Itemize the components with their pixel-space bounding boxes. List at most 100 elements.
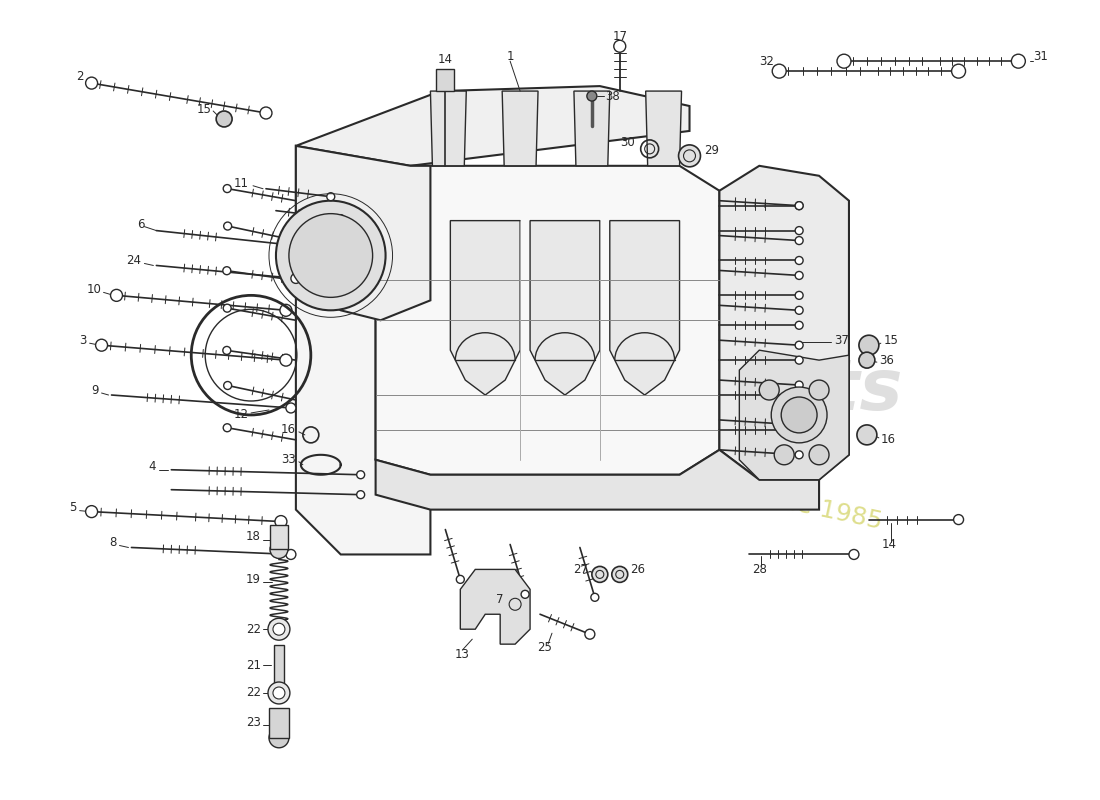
Circle shape [849, 550, 859, 559]
Text: 36: 36 [879, 354, 893, 366]
Circle shape [795, 356, 803, 364]
Circle shape [356, 490, 364, 498]
Circle shape [759, 380, 779, 400]
Text: 22: 22 [246, 622, 261, 636]
Circle shape [521, 590, 529, 598]
Circle shape [223, 304, 231, 312]
Text: 21: 21 [246, 658, 261, 671]
Polygon shape [375, 166, 719, 474]
Circle shape [337, 214, 344, 222]
Text: 22: 22 [246, 686, 261, 699]
Polygon shape [574, 91, 609, 166]
Polygon shape [430, 91, 466, 166]
Text: 28: 28 [751, 563, 767, 576]
Text: 16: 16 [280, 423, 296, 436]
Circle shape [290, 274, 301, 283]
Circle shape [286, 403, 296, 413]
Circle shape [276, 201, 386, 310]
Polygon shape [646, 91, 682, 166]
Circle shape [327, 193, 334, 201]
Text: 15: 15 [196, 102, 211, 115]
Circle shape [612, 566, 628, 582]
Polygon shape [503, 91, 538, 166]
Text: 33: 33 [282, 454, 296, 466]
Text: 17: 17 [613, 30, 627, 42]
Circle shape [614, 40, 626, 52]
Circle shape [952, 64, 966, 78]
Circle shape [795, 451, 803, 458]
Text: 6: 6 [136, 218, 144, 231]
Text: 8: 8 [109, 536, 117, 549]
Circle shape [273, 687, 285, 699]
Text: 26: 26 [629, 563, 645, 576]
Circle shape [810, 380, 829, 400]
Polygon shape [375, 450, 820, 510]
Circle shape [954, 514, 964, 525]
Text: 18: 18 [246, 530, 261, 543]
Circle shape [273, 623, 285, 635]
Polygon shape [739, 350, 849, 480]
Text: 14: 14 [438, 53, 453, 66]
Circle shape [456, 575, 464, 583]
Polygon shape [609, 221, 680, 395]
Circle shape [223, 346, 231, 354]
Circle shape [795, 271, 803, 279]
Circle shape [96, 339, 108, 351]
Circle shape [587, 91, 597, 101]
Text: 5: 5 [69, 501, 77, 514]
Circle shape [795, 426, 803, 434]
Text: 24: 24 [126, 254, 142, 267]
Text: 29: 29 [704, 144, 719, 158]
Circle shape [795, 237, 803, 245]
Circle shape [679, 145, 701, 167]
Circle shape [859, 352, 874, 368]
Circle shape [223, 266, 231, 274]
Circle shape [795, 421, 803, 429]
Circle shape [279, 354, 292, 366]
Text: 12: 12 [234, 409, 249, 422]
Bar [274, 645, 284, 685]
Circle shape [591, 594, 598, 602]
Circle shape [795, 202, 803, 210]
Circle shape [772, 64, 786, 78]
Circle shape [217, 111, 232, 127]
Polygon shape [460, 570, 530, 644]
Bar [437, 69, 454, 91]
Text: 31: 31 [1033, 50, 1048, 62]
Circle shape [795, 322, 803, 330]
Text: 10: 10 [87, 283, 101, 296]
Circle shape [771, 387, 827, 443]
Circle shape [260, 107, 272, 119]
Circle shape [290, 241, 301, 250]
Circle shape [781, 397, 817, 433]
Circle shape [223, 185, 231, 193]
Circle shape [857, 425, 877, 445]
Circle shape [286, 550, 296, 559]
Circle shape [837, 54, 851, 68]
Polygon shape [450, 221, 520, 395]
Polygon shape [530, 221, 600, 395]
Text: 9: 9 [91, 383, 99, 397]
Circle shape [774, 445, 794, 465]
Polygon shape [296, 146, 430, 320]
Text: 4: 4 [148, 460, 156, 474]
Circle shape [795, 257, 803, 265]
Text: 32: 32 [759, 54, 774, 68]
Text: 37: 37 [834, 334, 849, 346]
Circle shape [223, 382, 232, 390]
Circle shape [795, 306, 803, 314]
Bar [270, 708, 289, 738]
Circle shape [356, 470, 364, 478]
Polygon shape [719, 166, 849, 480]
Circle shape [289, 214, 373, 298]
Circle shape [795, 381, 803, 389]
Text: 1: 1 [506, 50, 514, 62]
Circle shape [342, 237, 350, 245]
Circle shape [795, 202, 803, 210]
Text: 7: 7 [496, 593, 504, 606]
Circle shape [275, 515, 287, 527]
Circle shape [86, 506, 98, 518]
Circle shape [585, 630, 595, 639]
Text: 15: 15 [883, 334, 899, 346]
Circle shape [795, 226, 803, 234]
